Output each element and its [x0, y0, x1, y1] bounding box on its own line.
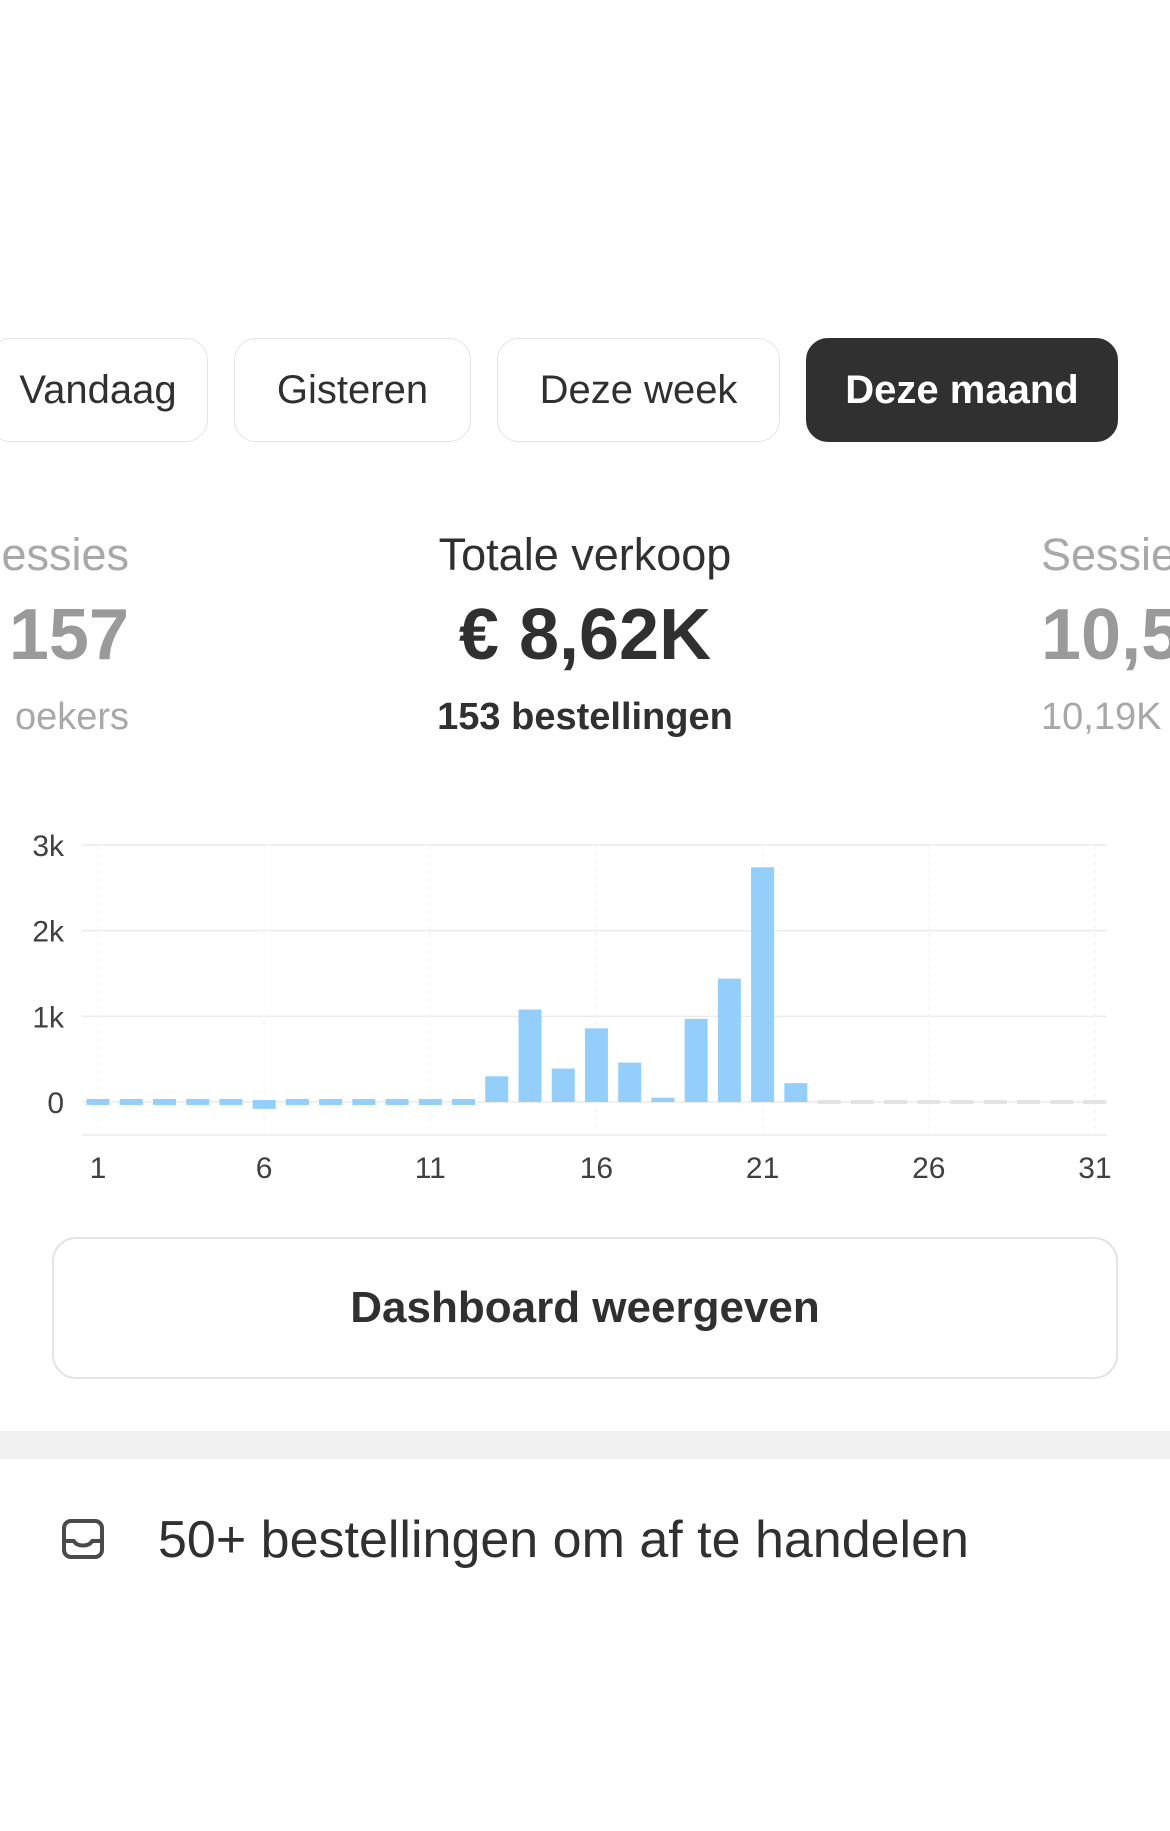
bar-day[interactable]: [717, 978, 741, 1102]
metric-label: Totale verkoop: [438, 529, 732, 580]
metric-sessions-partial[interactable]: essies 157 oekers: [0, 525, 129, 745]
bar-day[interactable]: [651, 1097, 675, 1102]
metric-sessions-right-partial[interactable]: Sessie 10,5 10,19K: [1041, 525, 1170, 745]
bar-zero-day[interactable]: [452, 1099, 476, 1105]
tab-today[interactable]: Vandaag: [0, 338, 208, 442]
metric-total-sales[interactable]: Totale verkoop € 8,62K 153 bestellingen: [375, 525, 795, 745]
bar-future-day[interactable]: [884, 1100, 908, 1104]
bar-future-day[interactable]: [950, 1100, 974, 1104]
bar-zero-day[interactable]: [86, 1099, 110, 1105]
bar-zero-day[interactable]: [219, 1099, 243, 1105]
tab-this-week[interactable]: Deze week: [497, 338, 780, 442]
y-tick-label: 3k: [32, 830, 65, 863]
bar-future-day[interactable]: [850, 1100, 874, 1104]
bar-zero-day[interactable]: [285, 1099, 309, 1105]
y-tick-label: 0: [47, 1087, 64, 1120]
bar-zero-day[interactable]: [319, 1099, 343, 1105]
y-tick-label: 1k: [32, 1001, 65, 1034]
tab-yesterday[interactable]: Gisteren: [234, 338, 471, 442]
bar-zero-day[interactable]: [119, 1099, 143, 1105]
bar-day[interactable]: [584, 1028, 608, 1102]
bar-day[interactable]: [485, 1076, 509, 1102]
bar-future-day[interactable]: [917, 1100, 941, 1104]
bar-day[interactable]: [784, 1083, 808, 1102]
metric-value: 157: [8, 595, 129, 675]
metric-sub: 153 bestellingen: [437, 696, 733, 738]
inbox-icon: [62, 1519, 104, 1559]
bar-day[interactable]: [684, 1018, 708, 1102]
x-tick-label: 1: [90, 1152, 107, 1185]
metric-value: 10,5: [1041, 595, 1170, 675]
bar-future-day[interactable]: [983, 1100, 1007, 1104]
x-tick-label: 16: [580, 1152, 613, 1185]
bar-future-day[interactable]: [1016, 1100, 1040, 1104]
orders-to-fulfill-label: 50+ bestellingen om af te handelen: [158, 1511, 969, 1569]
bar-day[interactable]: [751, 867, 775, 1102]
bar-zero-day[interactable]: [152, 1099, 176, 1105]
bar-zero-day[interactable]: [385, 1099, 409, 1105]
x-tick-label: 11: [415, 1152, 446, 1185]
bar-day[interactable]: [618, 1062, 642, 1102]
bar-zero-day[interactable]: [418, 1099, 442, 1105]
metric-label: Sessie: [1041, 529, 1170, 580]
bar-day[interactable]: [518, 1009, 542, 1102]
bar-day[interactable]: [551, 1068, 575, 1102]
view-dashboard-button[interactable]: Dashboard weergeven: [52, 1237, 1118, 1379]
tab-this-month[interactable]: Deze maand: [806, 338, 1118, 442]
x-tick-label: 26: [912, 1152, 945, 1185]
bar-zero-day[interactable]: [186, 1099, 210, 1105]
metric-sub: oekers: [14, 696, 129, 738]
x-tick-label: 6: [256, 1152, 273, 1185]
bar-day-negative[interactable]: [252, 1100, 276, 1109]
bar-future-day[interactable]: [1083, 1100, 1107, 1104]
bar-future-day[interactable]: [1050, 1100, 1074, 1104]
bar-zero-day[interactable]: [352, 1099, 376, 1105]
metric-sub: 10,19K: [1041, 696, 1162, 738]
x-tick-label: 21: [746, 1152, 779, 1185]
section-divider: [0, 1431, 1170, 1459]
metric-label: essies: [1, 529, 129, 580]
orders-to-fulfill-row[interactable]: 50+ bestellingen om af te handelen: [0, 1495, 1170, 1585]
x-tick-label: 31: [1078, 1152, 1111, 1185]
metric-value: € 8,62K: [458, 595, 712, 675]
y-tick-label: 2k: [32, 916, 65, 949]
bar-future-day[interactable]: [817, 1100, 841, 1104]
